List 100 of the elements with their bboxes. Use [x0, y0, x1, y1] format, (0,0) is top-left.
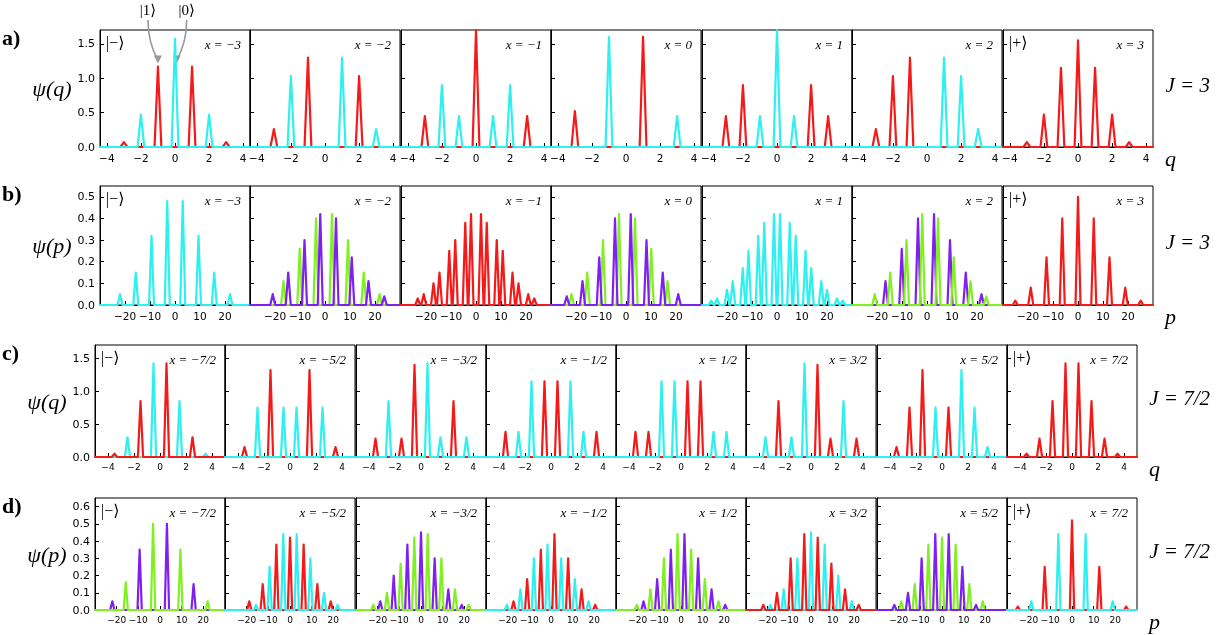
x-tick-label: 0: [157, 461, 164, 472]
x-tick-label: 2: [313, 461, 320, 472]
text: x = −3/2: [429, 505, 477, 520]
text: x = 2: [964, 193, 994, 208]
x-tick-label: −10: [439, 309, 462, 322]
annotation: |+⟩: [1012, 501, 1032, 520]
x-tick-label: 0: [1074, 151, 1081, 164]
y-tick-label: 0.3: [72, 551, 90, 565]
y-tick-label: 0.4: [72, 534, 90, 548]
y-tick-label: 0.5: [72, 417, 90, 431]
text: x = 2: [964, 37, 994, 52]
x-tick-label: 2: [957, 151, 965, 164]
text: x = 1: [814, 37, 843, 52]
y-tick-label: 0.2: [72, 569, 90, 583]
x-tick-label: 20: [218, 309, 232, 322]
x-tick-label: −2: [648, 461, 662, 472]
x-tick-label: 2: [834, 461, 841, 472]
text: x = 0: [663, 37, 693, 52]
x-tick-label: −10: [740, 309, 763, 322]
text: x = −5/2: [298, 505, 347, 520]
x-tick-label: −20: [866, 309, 889, 322]
x-tick-label: 10: [306, 614, 318, 625]
x-tick-label: 0: [171, 151, 179, 164]
x-tick-label: 20: [669, 309, 683, 322]
text: x = −1: [504, 37, 542, 52]
x-tick-label: 0: [923, 309, 931, 322]
text: x = −1/2: [559, 505, 608, 520]
text: a): [2, 24, 21, 50]
annotation: |+⟩: [1012, 348, 1032, 367]
x-tick-label: 10: [696, 614, 709, 625]
annotation: |0⟩: [178, 1, 195, 18]
x-tick-label: 0: [417, 461, 424, 472]
x-tick-label: 0: [938, 461, 945, 472]
x-tick-label: 10: [1095, 309, 1110, 322]
x-tick-label: 2: [356, 151, 363, 164]
annotation: |−⟩: [106, 189, 125, 208]
x-tick-label: 10: [175, 614, 188, 625]
y-tick-label: 0.0: [72, 603, 90, 617]
x-tick-label: −20: [1018, 614, 1039, 625]
x-tick-label: 10: [494, 309, 508, 322]
x-tick-label: 0: [547, 614, 554, 625]
x-tick-label: 0: [808, 614, 815, 625]
x-tick-label: −4: [882, 461, 897, 472]
text: x = 5/2: [958, 352, 998, 367]
x-tick-label: 4: [339, 461, 346, 472]
x-tick-label: 4: [599, 461, 606, 472]
x-tick-label: 10: [566, 614, 579, 625]
x-tick-label: 2: [205, 151, 213, 164]
x-tick-label: −2: [257, 461, 271, 472]
x-tick-label: 20: [970, 309, 984, 322]
x-tick-label: −10: [128, 614, 149, 625]
x-tick-label: −20: [264, 309, 287, 322]
text: b): [2, 180, 22, 206]
annotation: |+⟩: [1008, 189, 1028, 208]
x-tick-label: 20: [519, 309, 533, 322]
x-tick-label: 10: [1087, 614, 1100, 625]
x-tick-label: −10: [289, 309, 312, 322]
x-tick-label: 0: [472, 151, 480, 164]
x-tick-label: −10: [389, 614, 409, 625]
x-tick-label: 20: [327, 614, 340, 625]
x-tick-label: 2: [1094, 461, 1101, 472]
text: x = −5/2: [298, 352, 347, 367]
x-tick-label: 10: [644, 309, 658, 322]
x-tick-label: 2: [506, 151, 514, 164]
x-tick-label: 20: [848, 614, 861, 625]
text: x = 3: [1115, 37, 1145, 52]
text: x = 1/2: [698, 505, 738, 520]
x-tick-label: 20: [979, 614, 991, 625]
x-tick-label: −2: [434, 151, 450, 164]
x-tick-label: 4: [469, 461, 476, 472]
x-tick-label: 0: [417, 614, 424, 625]
x-tick-label: 0: [287, 461, 294, 472]
x-tick-label: 0: [938, 614, 945, 625]
text: x = 7/2: [1089, 505, 1129, 520]
x-tick-label: 0: [678, 614, 685, 625]
x-tick-label: 4: [691, 151, 699, 164]
x-tick-label: 10: [827, 614, 839, 625]
text: x = −1: [504, 193, 542, 208]
x-tick-label: −10: [891, 309, 914, 322]
x-tick-label: −20: [414, 309, 437, 322]
y-tick-label: 0.0: [77, 298, 95, 312]
y-axis-title: ψ(q): [27, 388, 67, 414]
x-tick-label: −20: [367, 614, 387, 625]
x-axis-title: q: [1148, 455, 1160, 481]
x-tick-label: −10: [519, 614, 539, 625]
x-tick-label: −4: [851, 151, 868, 164]
text: x = −7/2: [168, 505, 217, 520]
x-tick-label: 10: [795, 309, 809, 322]
y2-axis-title: J = 3: [1164, 230, 1210, 254]
y-tick-label: 0.4: [77, 211, 95, 225]
x-tick-label: 2: [807, 151, 815, 164]
y2-axis-title: J = 3: [1164, 73, 1210, 97]
x-tick-label: 2: [183, 461, 189, 472]
x-tick-label: 4: [730, 461, 737, 472]
y-tick-label: 0.1: [77, 276, 95, 290]
x-tick-label: 10: [343, 309, 358, 322]
y-tick-label: 0.6: [72, 500, 90, 514]
x-tick-label: 4: [390, 151, 398, 164]
x-tick-label: −4: [622, 461, 636, 472]
x-tick-label: 0: [157, 614, 164, 625]
